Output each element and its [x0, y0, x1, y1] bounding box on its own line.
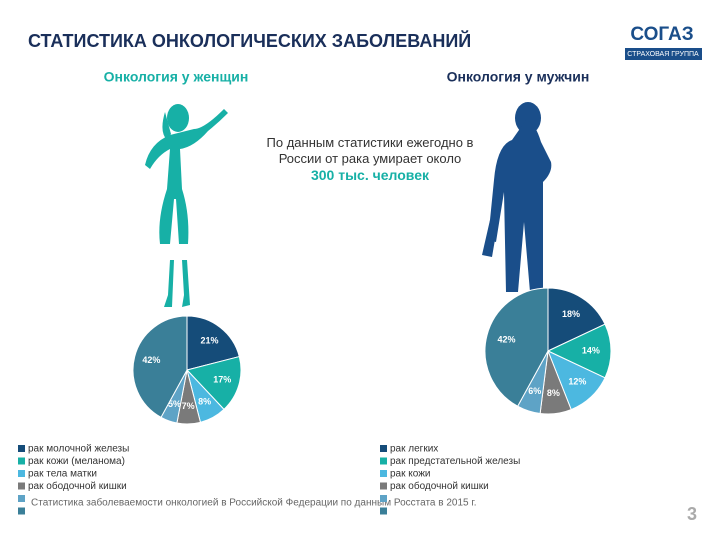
man-silhouette — [482, 102, 552, 292]
pie-slice — [186, 315, 240, 371]
pie-slice — [186, 355, 242, 411]
legend-label: рак ободочной кишки — [28, 480, 127, 492]
page-number: 3 — [687, 504, 697, 524]
pie-slice — [546, 323, 612, 379]
legend-swatch — [380, 507, 387, 515]
slice-label: 17% — [213, 375, 231, 385]
slide-title: СТАТИСТИКА ОНКОЛОГИЧЕСКИХ ЗАБОЛЕВАНИЙ — [28, 30, 471, 51]
footnote: Статистика заболеваемости онкологией в Р… — [31, 497, 477, 509]
slice-label: 42% — [497, 335, 515, 345]
legend-swatch — [380, 482, 387, 490]
legend-swatch — [380, 495, 387, 502]
slice-label: 8% — [198, 397, 211, 407]
legend-label: рак кожи — [390, 469, 431, 480]
logo-sub: СТРАХОВАЯ ГРУППА — [627, 51, 699, 58]
legend-swatch — [380, 445, 387, 452]
note: По данным статистики ежегодно в России о… — [266, 135, 474, 183]
pie-slice — [547, 287, 606, 352]
logo: СОГАЗ — [630, 24, 693, 45]
slice-label: 5% — [168, 399, 181, 409]
logo-bar — [625, 48, 702, 60]
slice-label: 6% — [528, 386, 541, 396]
legend-label: рак легких — [390, 444, 438, 455]
slice-label: 8% — [547, 388, 560, 398]
slice-label: 18% — [562, 309, 580, 319]
logo-box — [622, 24, 702, 46]
woman-silhouette — [145, 104, 228, 307]
legend-swatch — [18, 482, 25, 490]
legend-swatch — [18, 507, 25, 515]
pie-slice — [484, 287, 549, 407]
legend-swatch — [380, 470, 387, 477]
legend-swatch — [380, 457, 387, 465]
pie-slice — [132, 315, 188, 419]
slice-label: 21% — [200, 335, 218, 345]
legend-label: рак тела матки — [28, 469, 97, 480]
legend-swatch — [18, 470, 25, 477]
slice-label: 14% — [582, 345, 600, 355]
slice-label: 42% — [142, 355, 160, 365]
legend-label: рак молочной железы — [28, 444, 129, 455]
legend-swatch — [18, 457, 25, 465]
slice-label: 7% — [182, 401, 195, 411]
slice-label: 12% — [568, 377, 586, 387]
legend-label: рак ободочной кишки — [390, 480, 489, 492]
chart-title: Онкология у женщин — [104, 69, 249, 85]
note-text: По данным статистики ежегодно в России о… — [266, 135, 474, 166]
legend-swatch — [18, 495, 25, 502]
legend-swatch — [18, 445, 25, 452]
legend-label: рак предстательной железы — [390, 456, 520, 467]
chart-title: Онкология у мужчин — [447, 69, 590, 85]
note-highlight: 300 тыс. человек — [310, 167, 429, 183]
legend-label: рак кожи (меланома) — [28, 456, 125, 467]
